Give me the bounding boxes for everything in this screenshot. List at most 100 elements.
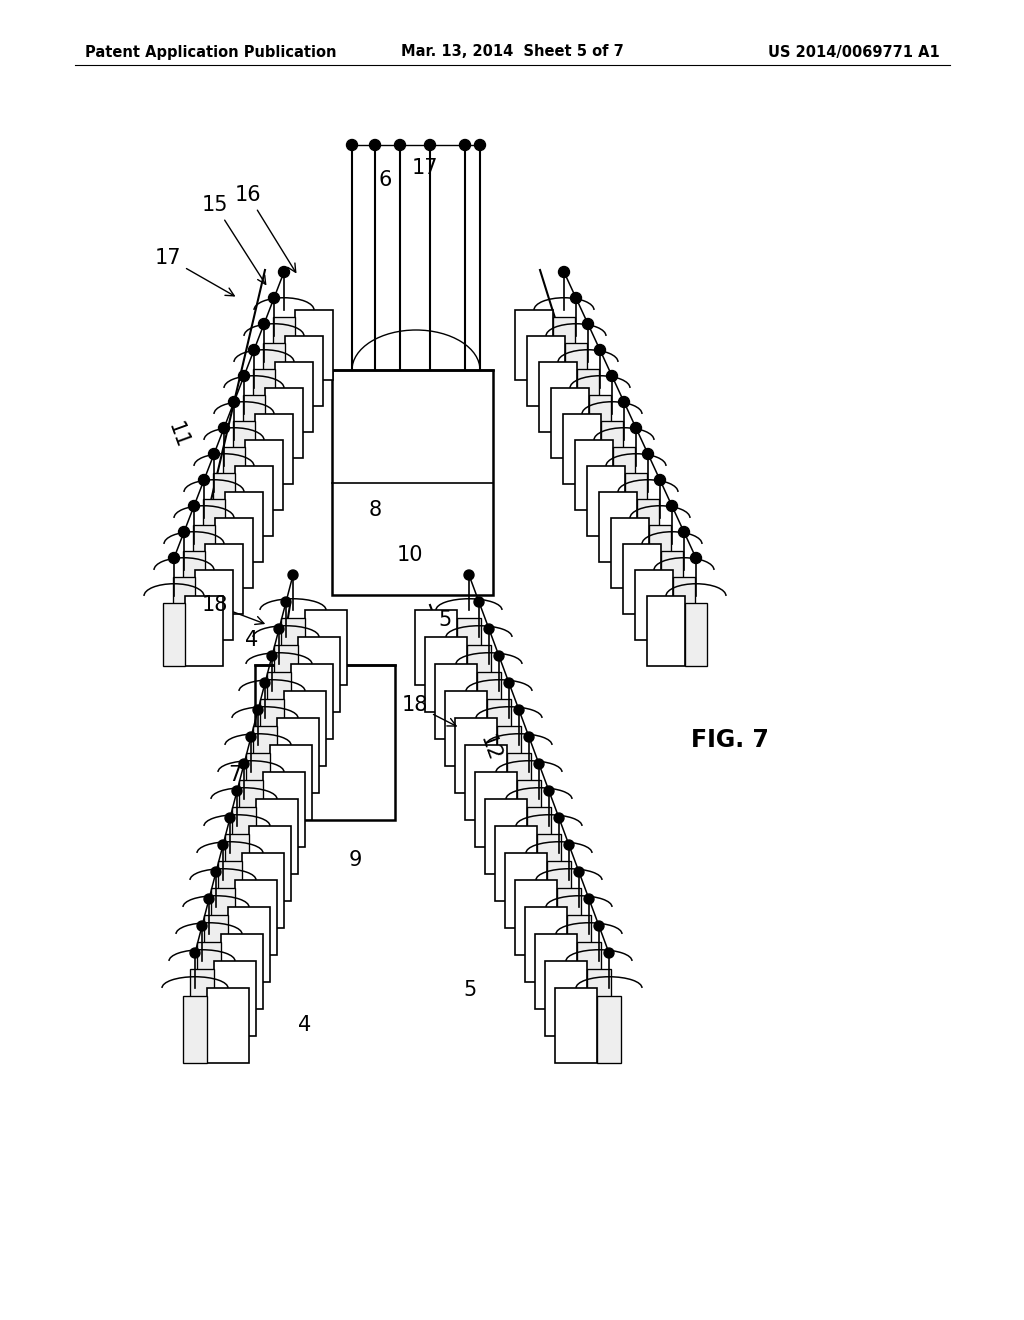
Bar — [517, 780, 541, 847]
Bar — [527, 337, 565, 407]
Bar — [291, 664, 333, 739]
Bar — [204, 915, 228, 982]
Bar — [547, 861, 571, 928]
Bar — [457, 618, 481, 685]
Bar — [535, 935, 577, 1008]
Bar — [281, 618, 305, 685]
Bar — [545, 961, 587, 1036]
Circle shape — [690, 553, 701, 564]
Bar — [263, 343, 285, 407]
Bar — [623, 544, 662, 614]
Circle shape — [554, 813, 564, 822]
Circle shape — [564, 840, 574, 850]
Circle shape — [346, 140, 357, 150]
Bar — [613, 447, 635, 510]
Bar — [647, 597, 685, 667]
Bar — [218, 861, 242, 928]
Circle shape — [544, 785, 554, 796]
Circle shape — [494, 651, 504, 661]
Circle shape — [679, 527, 689, 537]
Circle shape — [460, 140, 470, 150]
Text: 7: 7 — [228, 766, 242, 785]
Bar — [234, 880, 278, 954]
Circle shape — [524, 733, 534, 742]
Bar — [255, 665, 395, 820]
Bar — [239, 780, 263, 847]
Bar — [495, 826, 537, 902]
Circle shape — [169, 553, 179, 564]
Bar — [537, 833, 561, 902]
Bar — [255, 414, 293, 484]
Bar — [487, 698, 511, 766]
Bar — [445, 690, 487, 766]
Circle shape — [394, 140, 406, 150]
Circle shape — [654, 474, 666, 486]
Text: 15: 15 — [202, 195, 265, 284]
Circle shape — [288, 570, 298, 579]
Text: 11: 11 — [164, 420, 191, 451]
Circle shape — [190, 948, 200, 958]
Bar — [221, 935, 263, 1008]
Text: Patent Application Publication: Patent Application Publication — [85, 45, 337, 59]
Circle shape — [211, 867, 221, 876]
Bar — [249, 826, 291, 902]
Bar — [577, 941, 601, 1008]
Bar — [425, 638, 467, 711]
Circle shape — [558, 267, 569, 277]
Circle shape — [267, 651, 278, 661]
Circle shape — [218, 422, 229, 433]
Bar — [525, 907, 567, 982]
Bar — [173, 577, 195, 640]
Bar — [185, 597, 223, 667]
Bar — [332, 370, 493, 595]
Bar — [190, 969, 214, 1036]
Bar — [233, 421, 255, 484]
Bar — [587, 466, 625, 536]
Bar — [589, 395, 611, 458]
Bar — [649, 525, 671, 587]
Bar — [263, 772, 305, 847]
Circle shape — [260, 678, 270, 688]
Bar — [435, 664, 477, 739]
Circle shape — [504, 678, 514, 688]
Bar — [246, 752, 270, 820]
Text: 10: 10 — [396, 545, 423, 565]
Text: 4: 4 — [298, 1015, 311, 1035]
Circle shape — [514, 705, 524, 715]
Bar — [465, 744, 507, 820]
Bar — [415, 610, 457, 685]
Bar — [284, 690, 326, 766]
Bar — [203, 499, 225, 562]
Bar — [485, 799, 527, 874]
Bar — [635, 570, 673, 640]
Bar — [265, 388, 303, 458]
Bar — [256, 799, 298, 874]
Circle shape — [484, 624, 494, 634]
Circle shape — [197, 921, 207, 931]
Circle shape — [199, 474, 210, 486]
Bar — [455, 718, 497, 793]
Text: 5: 5 — [464, 979, 476, 1001]
Bar — [599, 492, 637, 562]
Bar — [553, 317, 575, 380]
Text: 6: 6 — [378, 170, 392, 190]
Circle shape — [584, 894, 594, 904]
Text: 16: 16 — [234, 185, 296, 272]
Text: 5: 5 — [438, 610, 452, 630]
Circle shape — [583, 318, 594, 330]
Circle shape — [667, 500, 678, 511]
Bar — [243, 395, 265, 458]
Circle shape — [239, 371, 250, 381]
Bar — [497, 726, 521, 793]
Text: 18: 18 — [202, 595, 264, 624]
Circle shape — [425, 140, 435, 150]
Circle shape — [274, 624, 284, 634]
Bar — [515, 880, 557, 954]
Text: Mar. 13, 2014  Sheet 5 of 7: Mar. 13, 2014 Sheet 5 of 7 — [400, 45, 624, 59]
Circle shape — [209, 449, 219, 459]
Text: 17: 17 — [155, 248, 234, 296]
Bar — [515, 310, 553, 380]
Bar — [207, 987, 249, 1063]
Bar — [274, 644, 298, 711]
Bar — [253, 370, 275, 432]
